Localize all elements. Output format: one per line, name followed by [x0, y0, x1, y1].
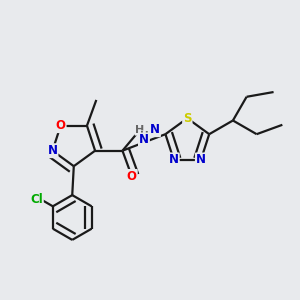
Text: N: N: [169, 153, 179, 167]
Text: N: N: [139, 134, 149, 146]
Text: O: O: [127, 170, 137, 183]
Text: N: N: [150, 123, 160, 136]
Text: H: H: [135, 125, 145, 135]
Text: S: S: [183, 112, 192, 125]
Text: N: N: [196, 153, 206, 167]
Text: O: O: [56, 119, 66, 132]
Text: Cl: Cl: [30, 193, 43, 206]
Text: H: H: [140, 131, 148, 141]
Text: N: N: [47, 144, 58, 157]
